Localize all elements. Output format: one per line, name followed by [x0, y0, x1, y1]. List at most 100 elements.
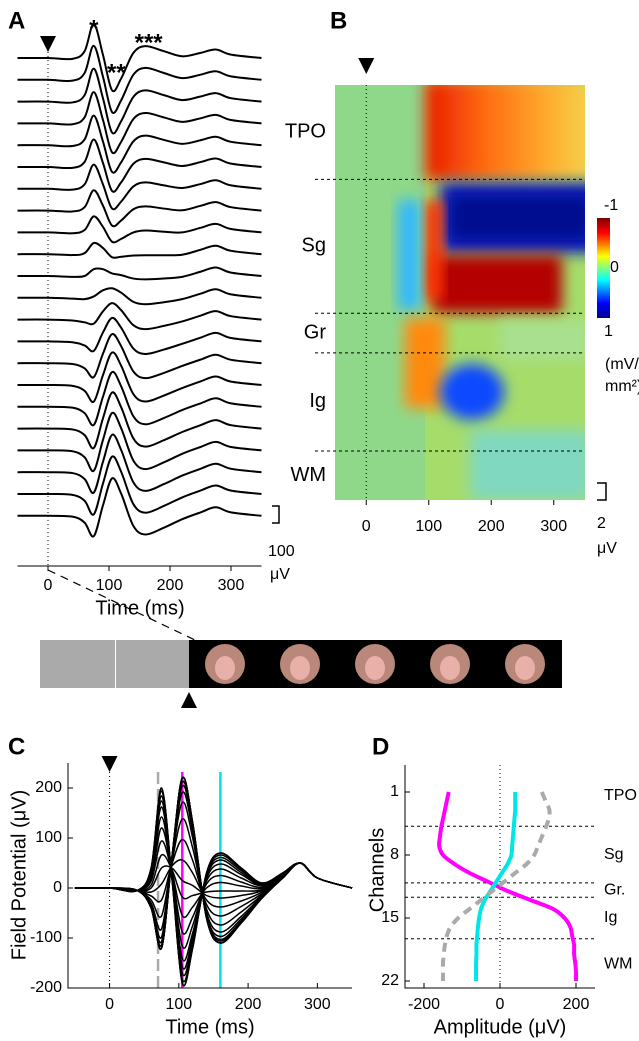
x-tick-label: 200 — [563, 996, 590, 1013]
panel-label: C — [8, 733, 25, 760]
trace — [74, 790, 353, 983]
amplitude-profile — [437, 791, 579, 982]
trace — [17, 455, 262, 516]
trace — [17, 477, 262, 538]
x-axis-label: Time (ms) — [165, 1016, 254, 1038]
trace — [74, 791, 353, 939]
trace — [17, 333, 262, 380]
panel-label: B — [330, 7, 347, 34]
peak-marker: ** — [107, 59, 126, 86]
trace — [74, 787, 353, 987]
x-tick-label: 300 — [218, 577, 245, 594]
stimulus-strip — [40, 569, 562, 708]
trace — [17, 370, 262, 427]
trace — [17, 91, 262, 155]
colorbar-unit: (mV/ — [605, 356, 639, 373]
stimulus-onset-arrow — [40, 36, 56, 52]
trace — [17, 287, 262, 306]
x-tick-label: 100 — [415, 518, 442, 535]
trace — [74, 776, 353, 950]
scale-bar-label: 2 — [597, 515, 606, 532]
layer-label: Ig — [604, 909, 617, 926]
x-axis-label: Amplitude (μV) — [434, 1016, 567, 1038]
peak-marker: * — [89, 15, 99, 42]
csd-map — [335, 85, 585, 500]
x-tick-label: 200 — [157, 577, 184, 594]
trace — [17, 114, 262, 174]
layer-label: WM — [604, 956, 632, 973]
amplitude-profile — [440, 791, 552, 981]
trace — [17, 266, 262, 281]
y-tick-label: 8 — [390, 846, 399, 863]
trace — [17, 241, 262, 259]
x-tick-label: 0 — [362, 518, 371, 535]
y-tick-label: 200 — [35, 779, 62, 796]
layer-label: Ig — [309, 390, 326, 412]
trace — [17, 44, 262, 114]
x-tick-label: 0 — [44, 577, 53, 594]
trace — [17, 215, 262, 244]
trace — [74, 800, 353, 970]
trace — [17, 22, 262, 93]
stimulus-onset-arrow — [101, 756, 118, 772]
trace — [17, 411, 262, 473]
x-tick-label: 300 — [304, 996, 331, 1013]
layer-label: Gr. — [604, 881, 625, 898]
trace — [17, 302, 262, 331]
trace — [74, 787, 353, 987]
trace — [17, 163, 262, 211]
axes — [404, 765, 595, 989]
x-tick-label: 200 — [235, 996, 262, 1013]
trace — [17, 316, 262, 355]
colorbar-unit: mm²) — [605, 378, 639, 395]
layer-label: Gr — [304, 321, 327, 343]
x-tick-label: 100 — [165, 996, 192, 1013]
panel-label: D — [372, 733, 389, 760]
layer-label: TPO — [604, 787, 637, 804]
trace — [74, 795, 353, 977]
scale-bar-label: 100 — [268, 543, 295, 560]
x-tick-label: 0 — [496, 996, 505, 1013]
y-tick-label: 100 — [35, 829, 62, 846]
scale-bar — [272, 505, 280, 524]
scale-bar-unit: μV — [597, 540, 617, 557]
x-tick-label: 300 — [540, 518, 567, 535]
y-axis-label: Channels — [366, 828, 388, 913]
layer-label: WM — [290, 464, 326, 486]
layer-label: Sg — [604, 846, 624, 863]
y-tick-label: 1 — [390, 783, 399, 800]
trace — [17, 189, 262, 228]
amplitude-profile — [474, 792, 518, 981]
trace — [17, 67, 262, 135]
y-axis-label: Field Potential (μV) — [8, 790, 30, 960]
trace — [74, 862, 353, 899]
layer-label: Sg — [302, 235, 326, 257]
trace — [17, 433, 262, 494]
x-tick-label: 200 — [478, 518, 505, 535]
x-tick-label: 100 — [96, 577, 123, 594]
x-tick-label: -200 — [408, 996, 440, 1013]
panel-label: A — [8, 7, 25, 34]
colorbar-tick-label: -1 — [604, 197, 618, 214]
trace — [17, 351, 262, 404]
colorbar-tick-label: 1 — [604, 323, 613, 340]
scale-bar-unit: μV — [270, 566, 290, 583]
y-tick-label: -200 — [30, 979, 62, 996]
layer-label: TPO — [285, 120, 326, 142]
y-tick-label: 0 — [53, 879, 62, 896]
stimulus-onset-arrow — [358, 58, 375, 74]
y-tick-label: 22 — [381, 972, 399, 989]
colorbar-tick-label: 0 — [610, 259, 619, 276]
y-tick-label: -100 — [30, 929, 62, 946]
x-tick-label: 0 — [105, 996, 114, 1013]
x-axis-label: Time (ms) — [95, 597, 184, 619]
trace — [74, 827, 353, 935]
scale-bar — [597, 482, 607, 501]
trace — [17, 138, 262, 193]
y-tick-label: 15 — [381, 909, 399, 926]
trace — [17, 391, 262, 450]
peak-marker: *** — [135, 29, 164, 56]
